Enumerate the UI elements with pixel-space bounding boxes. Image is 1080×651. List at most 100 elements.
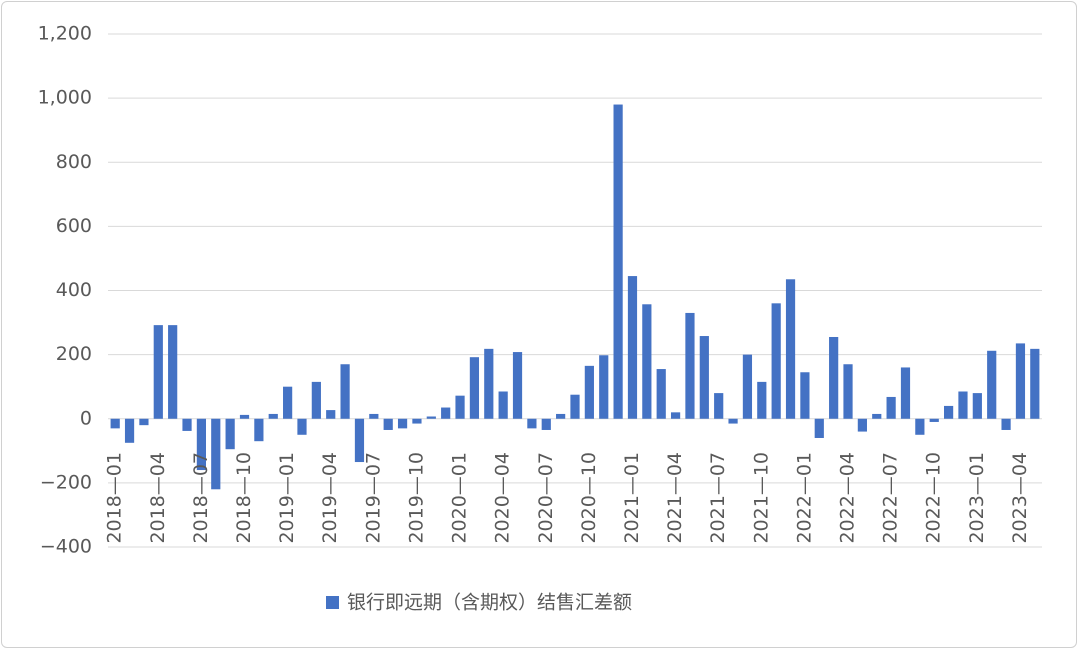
- bar: [311, 381, 321, 419]
- x-tick-label: 2019—07: [362, 452, 384, 544]
- bar: [627, 276, 638, 419]
- x-tick-label: 2021—01: [621, 452, 643, 544]
- legend-swatch: [326, 596, 339, 609]
- x-tick-label: 2019—10: [405, 452, 427, 544]
- legend-label: 银行即远期（含期权）结售汇差额: [347, 592, 632, 614]
- bar: [929, 418, 939, 422]
- bar: [383, 418, 393, 430]
- bar: [426, 416, 436, 419]
- x-tick-label: 2022—07: [880, 452, 902, 544]
- bar: [211, 418, 221, 490]
- bar: [153, 325, 163, 419]
- bar: [168, 325, 178, 419]
- bar: [757, 381, 767, 419]
- bar: [599, 355, 609, 419]
- x-tick-label: 2018—01: [104, 452, 126, 544]
- y-tick-label: 200: [56, 343, 92, 365]
- bar: [484, 348, 494, 419]
- y-tick-label: 400: [56, 279, 92, 301]
- x-tick-label: 2020—07: [535, 452, 557, 544]
- bar: [886, 396, 896, 419]
- x-tick-label: 2018—04: [147, 452, 169, 544]
- bar: [239, 414, 250, 419]
- bar: [556, 413, 566, 419]
- bar: [340, 364, 350, 419]
- x-tick-label: 2022—01: [793, 452, 815, 544]
- x-tick-label: 2019—01: [276, 452, 298, 544]
- bar: [872, 413, 882, 419]
- bar: [699, 336, 709, 419]
- bar: [958, 391, 968, 419]
- bar: [613, 104, 623, 419]
- bar: [297, 418, 307, 435]
- bar: [944, 405, 954, 419]
- y-tick-label: 800: [56, 151, 92, 173]
- bar: [441, 407, 451, 419]
- bar: [857, 418, 867, 432]
- x-tick-label: 2023—01: [966, 452, 988, 544]
- x-tick-label: 2021—07: [707, 452, 729, 544]
- bar: [900, 367, 911, 419]
- bar: [742, 354, 753, 419]
- bar: [570, 394, 580, 419]
- bar: [1030, 348, 1040, 419]
- x-tick-label: 2018—10: [233, 452, 255, 544]
- bar: [196, 418, 206, 471]
- bar: [397, 418, 408, 429]
- bar: [785, 279, 796, 419]
- bar: [642, 304, 652, 419]
- bar: [412, 418, 422, 424]
- bar: [1001, 418, 1011, 430]
- bar: [829, 336, 839, 419]
- x-tick-label: 2018—07: [190, 452, 212, 544]
- bar: [972, 393, 982, 419]
- bar: [987, 350, 997, 419]
- bar: [110, 418, 120, 429]
- bar: [268, 413, 278, 419]
- bar: [512, 352, 523, 419]
- bar: [225, 418, 235, 450]
- bar: [714, 393, 724, 419]
- y-tick-label: 600: [56, 215, 92, 237]
- y-tick-label: 1,200: [38, 23, 92, 45]
- bar: [656, 369, 666, 419]
- x-tick-label: 2019—04: [319, 452, 341, 544]
- bar: [1015, 343, 1026, 419]
- bar: [254, 418, 264, 442]
- x-tick-label: 2022—10: [923, 452, 945, 544]
- bar: [354, 418, 365, 463]
- bar: [541, 418, 551, 430]
- bar: [124, 418, 135, 443]
- bar: [283, 386, 293, 419]
- bar: [498, 391, 508, 419]
- y-tick-label: 1,000: [38, 87, 92, 109]
- bar: [584, 365, 594, 419]
- bar: [469, 357, 480, 419]
- bar: [670, 412, 681, 419]
- bar: [771, 303, 781, 419]
- bar: [814, 418, 824, 438]
- x-tick-label: 2020—10: [578, 452, 600, 544]
- bar: [800, 372, 810, 419]
- bar: [182, 418, 192, 431]
- bar: [139, 418, 149, 426]
- y-tick-label: −200: [40, 471, 92, 493]
- x-tick-label: 2020—04: [492, 452, 514, 544]
- y-tick-label: 0: [80, 407, 92, 429]
- x-tick-label: 2022—04: [837, 452, 859, 544]
- bar: [685, 312, 695, 419]
- bar: [455, 395, 465, 419]
- bar: [326, 410, 336, 419]
- y-tick-label: −400: [40, 536, 92, 558]
- bar: [527, 418, 537, 429]
- bar: [915, 418, 925, 435]
- x-tick-label: 2021—04: [664, 452, 686, 544]
- x-tick-label: 2021—10: [750, 452, 772, 544]
- x-tick-label: 2023—04: [1009, 452, 1031, 544]
- x-tick-label: 2020—01: [449, 452, 471, 544]
- bar: [843, 364, 853, 419]
- bar: [369, 413, 379, 419]
- bar: [728, 418, 738, 424]
